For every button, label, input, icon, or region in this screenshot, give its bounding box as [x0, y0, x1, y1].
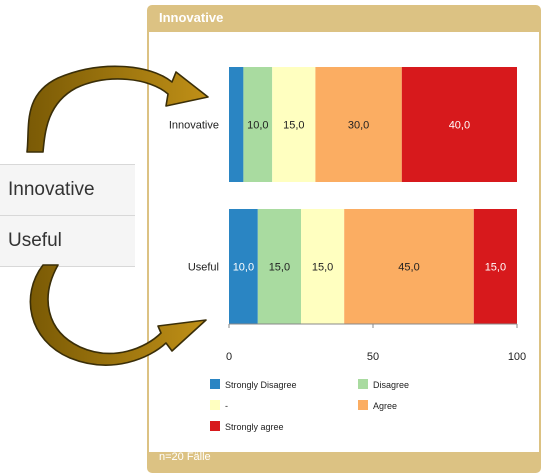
bar-segment	[229, 209, 258, 324]
legend-swatch	[210, 400, 220, 410]
panel-body: 10,0 15,0 30,0 40,0 Innovative 10,0 15,0 15,0 45…	[149, 32, 539, 452]
bar-segment	[315, 67, 402, 182]
bar-segment	[257, 209, 301, 324]
legend-item: Agree	[358, 400, 397, 411]
data-label: 40,0	[449, 120, 470, 132]
data-label: 15,0	[312, 262, 333, 274]
data-label: 10,0	[247, 120, 268, 132]
question-list: Innovative Useful	[0, 164, 135, 267]
list-item-innovative[interactable]: Innovative	[8, 179, 95, 200]
legend-label: Agree	[373, 401, 398, 411]
legend-swatch	[358, 400, 368, 410]
bar-segment	[243, 67, 273, 182]
legend-swatch	[358, 379, 368, 389]
chart-legend: Strongly Disagree Disagree - Agree Strongly …	[149, 32, 539, 452]
legend-swatch	[210, 421, 220, 431]
bar-segment	[401, 67, 517, 182]
list-item-useful[interactable]: Useful	[0, 215, 135, 266]
panel-title: Innovative	[159, 10, 224, 25]
data-label: 45,0	[398, 262, 419, 274]
bar-segment	[344, 209, 474, 324]
sample-size-label: n=20 Fälle	[159, 451, 211, 463]
legend-item: Strongly agree	[210, 421, 284, 432]
bar-segment	[301, 209, 345, 324]
legend-item: -	[210, 400, 228, 411]
data-label: 10,0	[233, 262, 254, 274]
bar-segment	[229, 67, 244, 182]
legend-label: Disagree	[373, 380, 410, 390]
legend-label: Strongly agree	[225, 422, 284, 432]
chart-panel: Innovative 10,0 15,0 30,0 40,0 Innovative 10,…	[147, 5, 541, 473]
legend-item: Strongly Disagree	[210, 379, 297, 390]
data-label: 30,0	[348, 120, 369, 132]
legend-swatch	[210, 379, 220, 389]
x-tick-label: 0	[226, 351, 232, 363]
data-label: 15,0	[485, 262, 506, 274]
legend-item: Disagree	[358, 379, 409, 390]
data-label: 15,0	[269, 262, 290, 274]
data-label: 15,0	[283, 120, 304, 132]
x-tick-label: 100	[508, 351, 526, 363]
x-tick-label: 50	[367, 351, 379, 363]
bar-segment	[272, 67, 316, 182]
bar-segment	[473, 209, 517, 324]
legend-label: -	[225, 401, 228, 411]
legend-label: Strongly Disagree	[225, 380, 297, 390]
